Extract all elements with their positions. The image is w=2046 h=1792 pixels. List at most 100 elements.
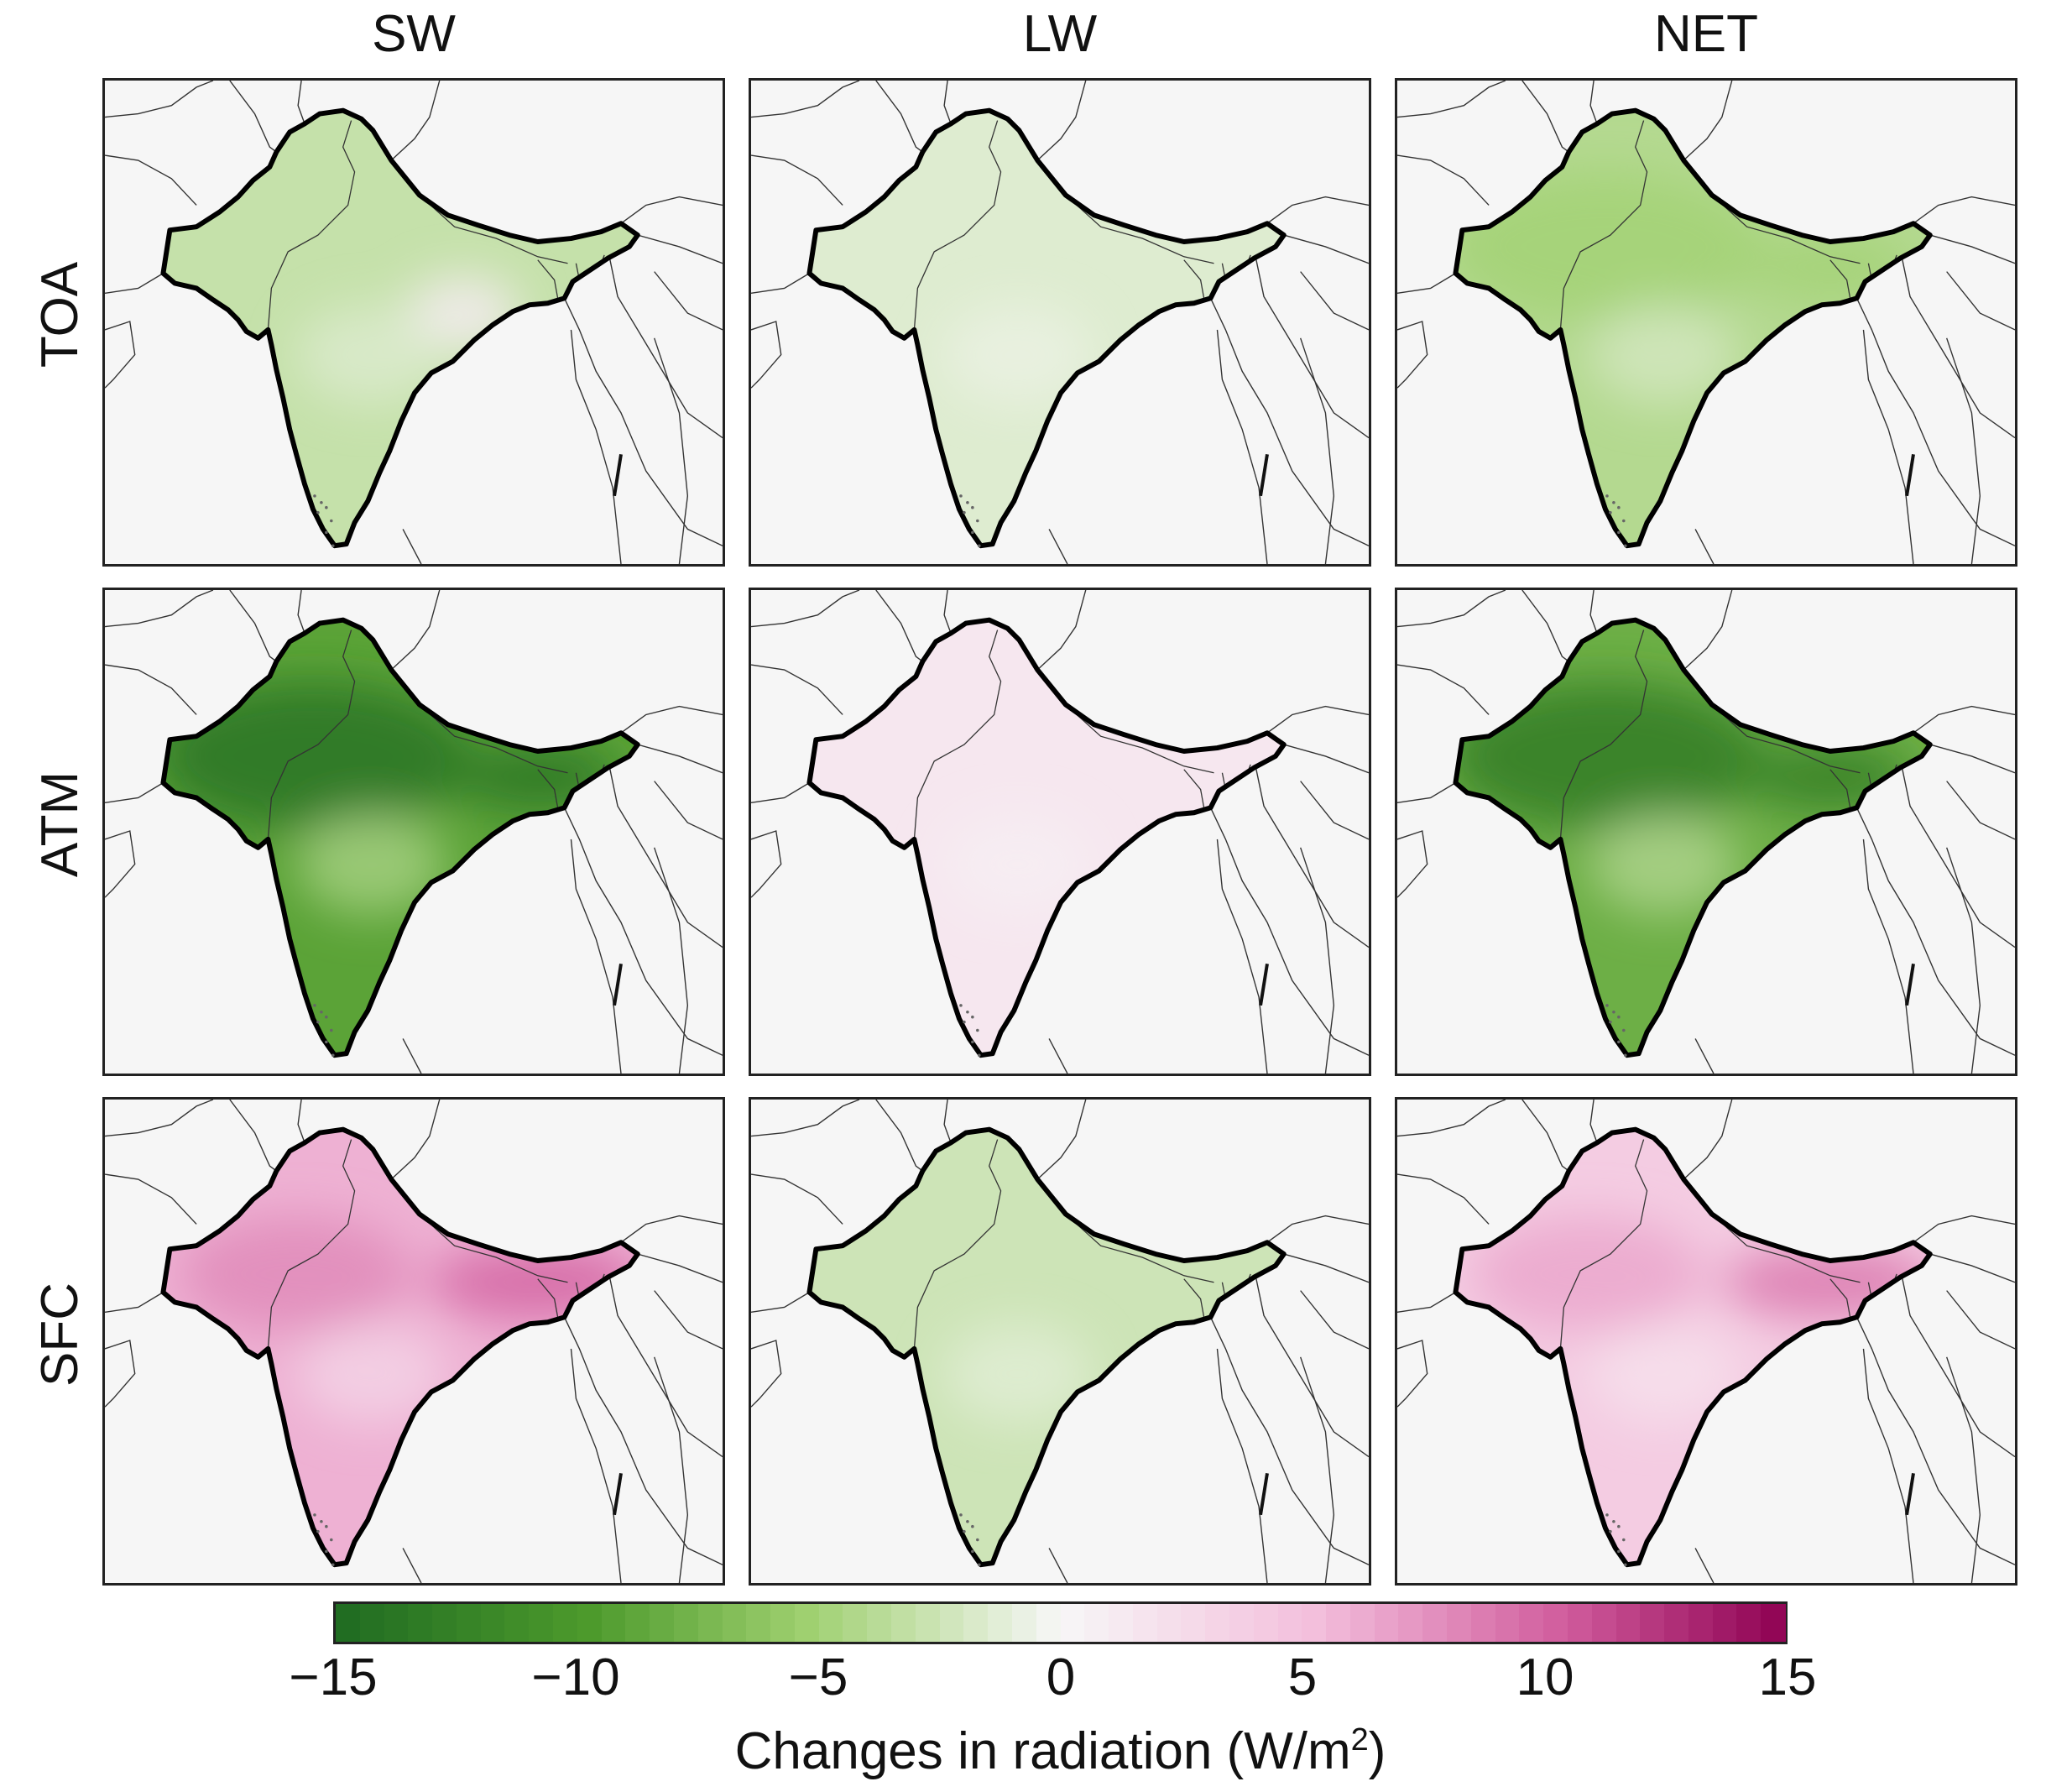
country-border [105,1340,136,1408]
island-dot [971,530,974,535]
country-border [1266,1215,1369,1243]
island-dot [313,1513,316,1517]
country-border [751,1173,843,1225]
anomaly-field [1455,110,1930,546]
country-border [1300,337,1335,564]
country-border [1397,81,1506,118]
south-asia-outline [806,617,1287,1058]
map-svg [1397,81,2015,564]
island-dot [331,1563,335,1567]
country-border [654,781,723,840]
island-dot [1612,500,1615,504]
country-border [654,271,723,331]
colorbar-segment [818,1604,844,1642]
island-dot [330,519,333,523]
island-dot [971,1040,974,1044]
map-svg [751,590,1369,1074]
panel-toa-net [1395,78,2017,567]
country-border [875,81,923,153]
map-svg [751,81,1369,564]
island-mark [1259,964,1269,1006]
country-border [1036,81,1087,161]
country-border [1683,590,1733,671]
island-dot [1605,1004,1609,1007]
colorbar-segment [1712,1604,1738,1642]
country-border [751,154,843,206]
colorbar-segment [1036,1604,1062,1642]
colorbar-segment [432,1604,457,1642]
colorbar-segment [1302,1604,1327,1642]
island-dot [331,544,335,548]
field-anomaly [296,814,446,914]
colorbar-segment [1591,1604,1617,1642]
country-border [1266,196,1369,224]
country-border [1929,234,2015,264]
colorbar-segment [988,1604,1013,1642]
island-dot [966,1519,969,1523]
island-dot [963,1529,966,1533]
island-dot [977,544,981,548]
panel-toa-lw [749,78,1371,567]
field-anomaly [1472,1215,1706,1333]
colorbar-segment [480,1604,506,1642]
country-border [1300,1356,1335,1583]
country-border [751,1292,810,1314]
country-border [751,590,860,628]
country-border [105,321,136,389]
field-anomaly [296,1324,446,1424]
colorbar-segment [1374,1604,1400,1642]
country-border [563,1317,723,1565]
field-anomaly [163,681,472,832]
island-dot [959,494,963,498]
country-border [1683,1100,1733,1180]
country-border [1683,81,1733,161]
colorbar-segment [1132,1604,1158,1642]
country-border [1397,1100,1506,1137]
country-border [1397,782,1456,804]
island-dot [1617,1015,1621,1019]
panel-atm-sw [102,588,725,1076]
country-border [402,529,422,564]
country-border [1694,529,1715,564]
island-dot [316,1020,320,1024]
island-dot [330,1028,333,1032]
country-border [1300,1290,1369,1350]
colorbar-segment [1761,1604,1786,1642]
country-border [654,1356,689,1583]
country-border [105,1292,164,1314]
country-border [1521,590,1569,662]
country-border [1855,298,2015,546]
colorbar-segment [1519,1604,1544,1642]
country-border [1589,590,1598,634]
panel-atm-lw [749,588,1371,1076]
anomaly-field [1455,1129,1930,1565]
internal-border [1559,1139,1648,1349]
internal-border [537,1278,559,1318]
anomaly-field [163,619,638,1056]
internal-border [1065,1214,1214,1283]
country-border [1397,154,1490,206]
country-border [620,196,723,224]
country-border [1901,256,2015,439]
country-border [1862,1348,1914,1583]
south-asia-outline [806,1126,1287,1568]
country-border [1255,1275,1369,1458]
island-dot [313,1004,316,1007]
country-border [1521,1100,1569,1172]
country-border [608,256,723,439]
country-border [105,590,214,628]
colorbar-segment [336,1604,361,1642]
country-border [608,1275,723,1458]
island-dot [325,505,328,509]
island-dot [1617,1549,1621,1554]
country-border [1397,321,1428,389]
country-border [620,1215,723,1243]
country-border [1216,839,1268,1074]
country-border [1300,847,1335,1074]
island-dot [966,500,969,504]
island-dot [316,510,320,515]
country-border [1946,1356,1981,1583]
colorbar-segment [650,1604,675,1642]
island-dot [976,519,979,523]
colorbar-segment [408,1604,433,1642]
